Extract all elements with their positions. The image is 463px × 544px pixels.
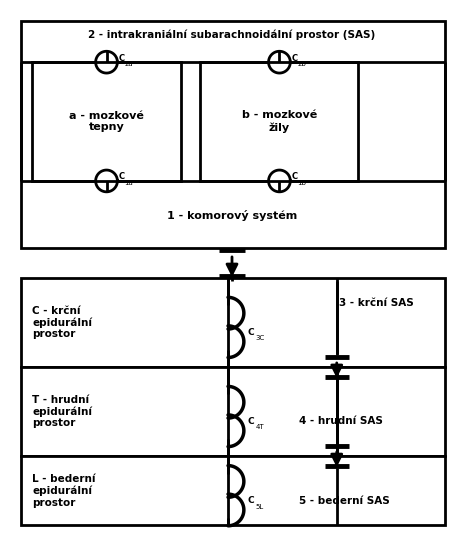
Bar bbox=[200, 62, 358, 181]
Text: 5 - bederní SAS: 5 - bederní SAS bbox=[299, 496, 389, 505]
Bar bbox=[32, 62, 180, 181]
Text: b - mozkové
žily: b - mozkové žily bbox=[241, 110, 316, 133]
Text: 2 - intrakraniální subarachnoidální prostor (SAS): 2 - intrakraniální subarachnoidální pros… bbox=[88, 29, 375, 40]
Text: 5L: 5L bbox=[255, 504, 263, 510]
Text: 1a: 1a bbox=[124, 180, 133, 186]
Bar bbox=[20, 278, 444, 367]
Bar bbox=[20, 367, 444, 456]
Text: 2a: 2a bbox=[124, 61, 132, 67]
Text: 1b: 1b bbox=[297, 180, 306, 186]
Text: C: C bbox=[247, 328, 254, 337]
Text: 2b: 2b bbox=[297, 61, 305, 67]
Bar bbox=[20, 21, 444, 248]
Text: C: C bbox=[247, 496, 254, 505]
Text: 4T: 4T bbox=[255, 424, 264, 430]
Text: C: C bbox=[118, 172, 124, 182]
Text: C - krční
epidurální
prostor: C - krční epidurální prostor bbox=[32, 306, 92, 339]
Text: 3C: 3C bbox=[255, 335, 264, 341]
Text: C: C bbox=[291, 54, 297, 63]
Text: L - bederní
epidurální
prostor: L - bederní epidurální prostor bbox=[32, 474, 96, 508]
Bar bbox=[20, 456, 444, 526]
Text: C: C bbox=[247, 417, 254, 426]
Text: C: C bbox=[118, 54, 124, 63]
Text: 1 - komorový systém: 1 - komorový systém bbox=[167, 210, 296, 221]
Text: 4 - hrudní SAS: 4 - hrudní SAS bbox=[299, 417, 382, 426]
Text: 3 - krční SAS: 3 - krční SAS bbox=[338, 298, 413, 308]
Text: a - mozkové
tepny: a - mozkové tepny bbox=[69, 111, 144, 132]
Text: C: C bbox=[291, 172, 297, 182]
Text: T - hrudní
epidurální
prostor: T - hrudní epidurální prostor bbox=[32, 394, 92, 429]
